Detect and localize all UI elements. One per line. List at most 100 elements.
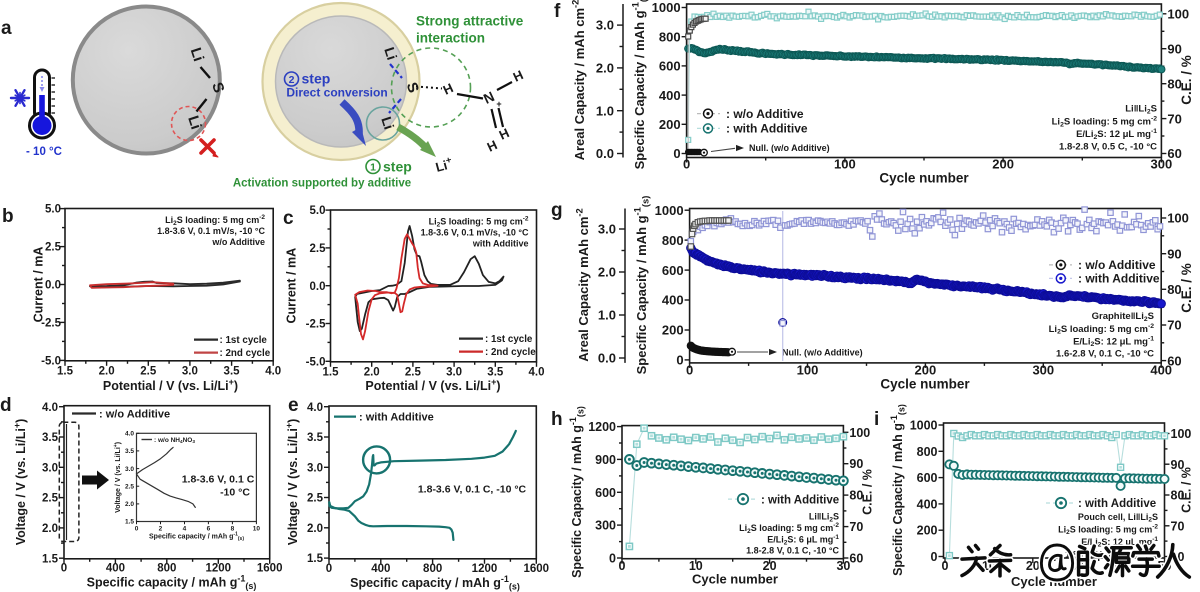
svg-text:200: 200 xyxy=(915,363,937,378)
svg-text:800: 800 xyxy=(659,29,681,44)
svg-text:70: 70 xyxy=(849,520,863,534)
svg-text:200: 200 xyxy=(662,323,684,338)
svg-text:1.5: 1.5 xyxy=(42,553,59,565)
svg-text:60: 60 xyxy=(1167,146,1181,161)
svg-text:: 2nd cycle: : 2nd cycle xyxy=(485,347,536,358)
svg-text:4.0: 4.0 xyxy=(307,402,323,414)
svg-text:600: 600 xyxy=(595,486,616,500)
svg-text:Specific capacity / mAh g-1(s): Specific capacity / mAh g-1(s) xyxy=(87,573,257,591)
svg-text:Li‖Li2S: Li‖Li2S xyxy=(809,512,839,524)
svg-text:Li: Li xyxy=(381,45,400,62)
svg-text:2.0: 2.0 xyxy=(125,501,134,508)
svg-text:Cycle number: Cycle number xyxy=(692,572,778,587)
svg-text:400: 400 xyxy=(662,293,684,308)
svg-text:600: 600 xyxy=(662,263,684,278)
svg-text:: 1st cycle: : 1st cycle xyxy=(220,335,268,346)
svg-text:3.0: 3.0 xyxy=(598,222,616,237)
svg-text:: w/o Additive: : w/o Additive xyxy=(1078,258,1156,272)
svg-text:f: f xyxy=(554,1,561,22)
svg-text:1600: 1600 xyxy=(524,563,550,575)
svg-text:200: 200 xyxy=(659,117,681,132)
svg-text:4: 4 xyxy=(183,526,187,533)
svg-text:4.0: 4.0 xyxy=(529,366,545,378)
svg-text:1.8-2.8 V, 0.5 C, -10 °C: 1.8-2.8 V, 0.5 C, -10 °C xyxy=(1059,142,1157,153)
svg-text:E/Li2S: 12 μL mg-1: E/Li2S: 12 μL mg-1 xyxy=(1073,335,1154,348)
svg-text:1.8-3.6 V, 0.1 mV/s, -10 °C: 1.8-3.6 V, 0.1 mV/s, -10 °C xyxy=(421,228,529,238)
svg-text:interaction: interaction xyxy=(416,31,485,46)
svg-text:100: 100 xyxy=(1167,6,1189,21)
svg-text:c: c xyxy=(283,208,294,229)
svg-text:Potential / V (vs. Li/Li+): Potential / V (vs. Li/Li+) xyxy=(365,377,500,393)
svg-text:: w/o NH4NO3: : w/o NH4NO3 xyxy=(154,437,195,444)
svg-text:: w/o Additive: : w/o Additive xyxy=(99,408,170,420)
svg-text:Null. (w/o Additive): Null. (w/o Additive) xyxy=(749,143,830,153)
svg-text:0: 0 xyxy=(683,157,690,172)
svg-text:Pouch cell, Li‖Li2S: Pouch cell, Li‖Li2S xyxy=(1078,512,1158,524)
svg-text:1.5: 1.5 xyxy=(323,366,340,378)
svg-text:2.5: 2.5 xyxy=(405,366,422,378)
svg-text:70: 70 xyxy=(1167,318,1181,333)
svg-text:60: 60 xyxy=(849,552,863,566)
svg-text:: 1st cycle: : 1st cycle xyxy=(485,334,533,345)
svg-text:S: S xyxy=(208,80,227,95)
svg-text:2.0: 2.0 xyxy=(99,365,115,377)
svg-text:5.0: 5.0 xyxy=(45,204,61,216)
svg-text:100: 100 xyxy=(797,363,819,378)
svg-text:1.6-2.8 V, 0.1 C, -10 °C: 1.6-2.8 V, 0.1 C, -10 °C xyxy=(1056,349,1154,360)
svg-text:400: 400 xyxy=(1150,363,1172,378)
svg-text:: with Additive: : with Additive xyxy=(761,494,839,506)
svg-text:-5.0: -5.0 xyxy=(41,356,61,368)
svg-text:Specific Capacity / mAh g-1(s): Specific Capacity / mAh g-1(s) xyxy=(889,404,907,576)
svg-text:Li2S loading: 5 mg cm-2: Li2S loading: 5 mg cm-2 xyxy=(1058,524,1158,537)
svg-text:Voltage / V (vs. Li/Li+): Voltage / V (vs. Li/Li+) xyxy=(12,419,28,546)
svg-text:E/Li2S: 6 μL mg-1: E/Li2S: 6 μL mg-1 xyxy=(767,534,839,547)
svg-text:: w/o Additive: : w/o Additive xyxy=(726,107,804,121)
svg-text:4.0: 4.0 xyxy=(125,431,134,438)
svg-text:400: 400 xyxy=(659,88,681,103)
svg-text:0: 0 xyxy=(686,363,693,378)
svg-text:Li2S loading: 5 mg cm-2: Li2S loading: 5 mg cm-2 xyxy=(165,214,265,227)
svg-text:300: 300 xyxy=(595,519,616,533)
svg-text:1: 1 xyxy=(370,162,376,174)
svg-text:e: e xyxy=(288,395,299,416)
svg-text:0: 0 xyxy=(619,559,626,573)
svg-text:4.0: 4.0 xyxy=(265,365,281,377)
svg-text:0: 0 xyxy=(609,552,616,566)
svg-text:1.8-3.6 V, 0.1 C, -10 °C: 1.8-3.6 V, 0.1 C, -10 °C xyxy=(418,484,527,496)
svg-text:2.0: 2.0 xyxy=(598,265,616,280)
svg-text:1200: 1200 xyxy=(588,420,616,434)
svg-text:80: 80 xyxy=(1171,489,1185,503)
svg-text:Strong attractive: Strong attractive xyxy=(416,14,524,29)
svg-text:1000: 1000 xyxy=(652,0,681,15)
svg-text:2.5: 2.5 xyxy=(310,243,327,255)
svg-text:400: 400 xyxy=(917,497,938,511)
svg-text:200: 200 xyxy=(992,157,1014,172)
svg-text:1600: 1600 xyxy=(257,563,283,575)
svg-text:Areal Capacity mAh cm-2: Areal Capacity mAh cm-2 xyxy=(574,208,592,362)
svg-text:: with Additive: : with Additive xyxy=(1078,272,1160,286)
svg-text:100: 100 xyxy=(1167,211,1189,226)
svg-text:100: 100 xyxy=(834,157,856,172)
svg-text:0.0: 0.0 xyxy=(598,351,616,366)
svg-text:3.5: 3.5 xyxy=(125,448,134,455)
svg-text:g: g xyxy=(551,200,563,221)
svg-text:20: 20 xyxy=(1026,559,1040,573)
svg-text:90: 90 xyxy=(1171,458,1185,472)
svg-text:2.5: 2.5 xyxy=(45,242,62,254)
svg-text:2.5: 2.5 xyxy=(140,365,157,377)
svg-text:Null. (w/o Additive): Null. (w/o Additive) xyxy=(782,347,863,357)
svg-text:0: 0 xyxy=(676,353,683,368)
svg-text:Cycle number: Cycle number xyxy=(879,171,969,186)
svg-text:with Additive: with Additive xyxy=(472,239,529,249)
svg-text:Li2S loading: 5 mg cm-2: Li2S loading: 5 mg cm-2 xyxy=(429,216,529,229)
svg-text:80: 80 xyxy=(1167,282,1181,297)
svg-text:3.5: 3.5 xyxy=(42,432,59,444)
svg-text:C.E. / %: C.E. / % xyxy=(1179,55,1194,105)
svg-text:1.8-3.6 V, 0.1 C: 1.8-3.6 V, 0.1 C xyxy=(182,474,255,486)
svg-text:b: b xyxy=(2,206,14,227)
svg-text:1200: 1200 xyxy=(205,563,231,575)
svg-text:- 10 °C: - 10 °C xyxy=(26,146,62,158)
svg-text:: 2nd cycle: : 2nd cycle xyxy=(220,348,271,359)
svg-text:2.0: 2.0 xyxy=(307,523,323,535)
svg-text:600: 600 xyxy=(917,471,938,485)
